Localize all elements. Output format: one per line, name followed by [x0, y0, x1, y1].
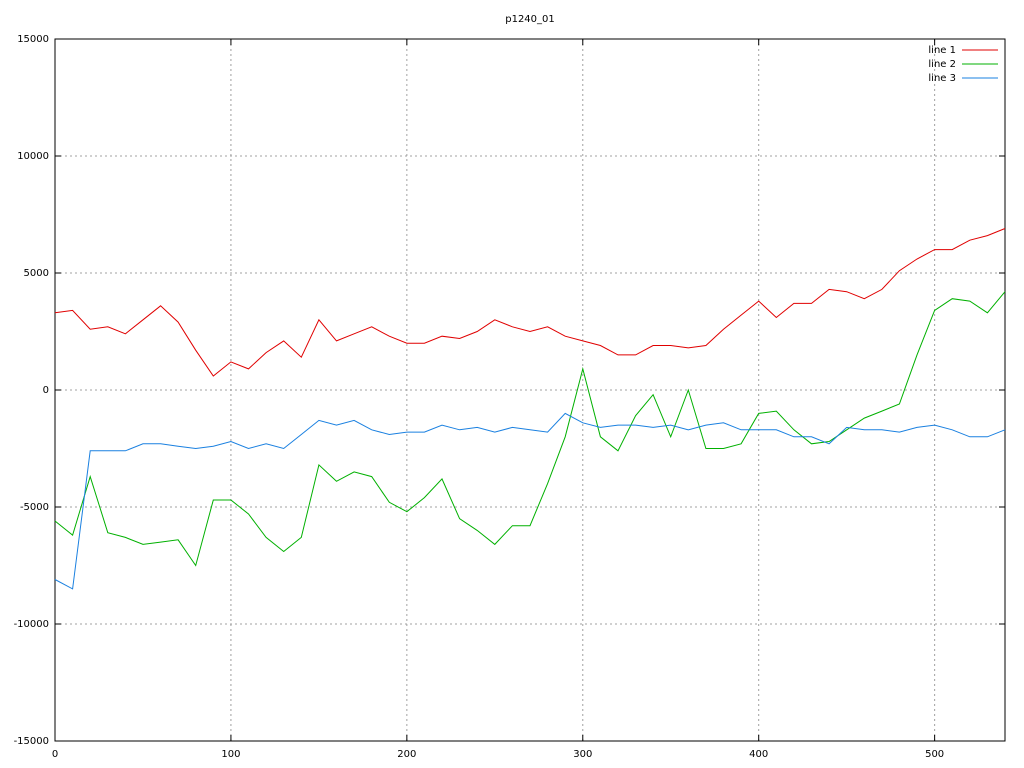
x-tick-label: 100: [221, 749, 240, 760]
x-tick-label: 400: [749, 749, 768, 760]
y-tick-label: 5000: [24, 268, 49, 279]
x-tick-label: 300: [573, 749, 592, 760]
y-tick-label: -10000: [14, 619, 49, 630]
chart-title: p1240_01: [505, 14, 555, 25]
plot-frame: [54, 38, 1006, 742]
legend-label: line 1: [928, 45, 956, 56]
legend-label: line 3: [928, 73, 956, 84]
data-line: [54, 228, 1006, 377]
y-tick-label: -5000: [20, 502, 49, 513]
data-line: [54, 412, 1006, 590]
x-tick-label: 200: [397, 749, 416, 760]
y-tick-label: 0: [43, 385, 49, 396]
y-tick-label: 15000: [17, 34, 49, 45]
data-line: [54, 291, 1006, 567]
x-tick-label: 500: [925, 749, 944, 760]
y-tick-label: 10000: [17, 151, 49, 162]
legend-label: line 2: [928, 59, 956, 70]
y-tick-label: -15000: [14, 736, 49, 747]
x-tick-label: 0: [52, 749, 58, 760]
